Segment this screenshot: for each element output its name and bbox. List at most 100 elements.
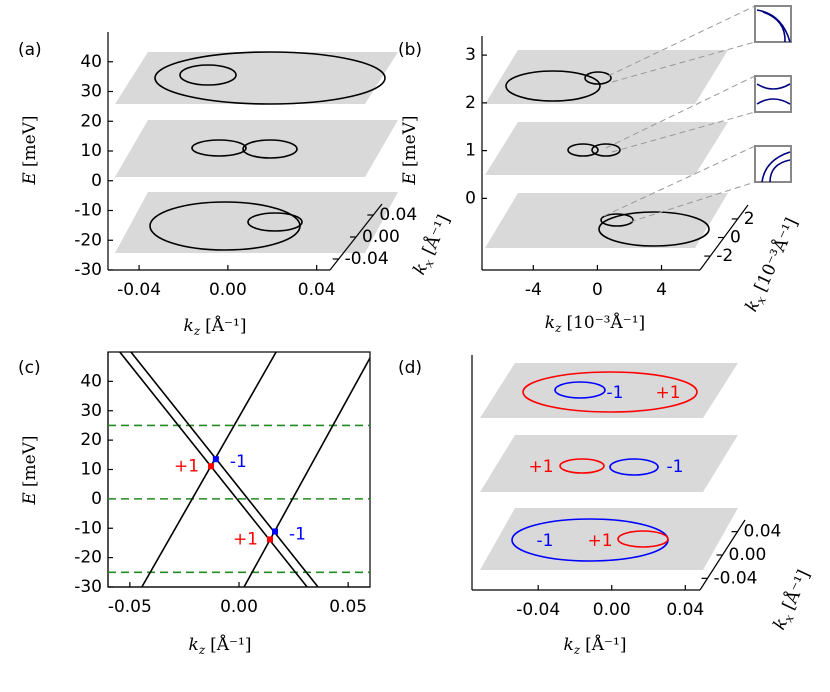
plane [485,50,728,104]
axis-unit: [meV] [400,115,420,167]
contour [598,211,710,247]
axis-symbol: k [564,635,574,655]
chirality-label: +1 [528,457,553,477]
y-tick-label: 2 [465,93,476,113]
kx-tick-label: 2 [744,209,755,229]
y-tick-label: 1 [465,141,476,161]
axis-unit: [meV] [20,115,40,167]
chirality-label: +1 [174,456,199,476]
axis-symbol: E [400,172,420,186]
x-tick-label: -0.05 [108,597,152,617]
axis-unit: [10⁻³Å⁻¹] [566,312,645,333]
y-tick-label: 40 [80,371,102,391]
axis-label: E [meV] [400,115,420,185]
plane [115,52,398,104]
axis-unit: [10⁻³Å⁻¹] [750,214,802,294]
contour [247,212,303,232]
axis-unit: [Å⁻¹] [210,634,251,655]
x-tick-label: 0.04 [666,600,704,620]
y-tick-label: -30 [74,260,102,280]
axis-unit: [Å⁻¹] [418,211,455,257]
y-tick-label: -10 [74,518,102,538]
band-line [119,352,308,587]
contour [191,139,247,157]
y-tick-label: 3 [465,45,476,65]
axis-label: E [meV] [20,435,40,505]
y-tick-label: 20 [80,111,102,131]
chirality-label: -1 [289,524,306,544]
band-line [141,352,277,587]
axis-label: kx[10⁻³Å⁻¹] [740,214,803,315]
y-tick-label: 0 [91,171,102,191]
kx-tick-label: -2 [716,246,733,266]
axis-unit: [Å⁻¹] [585,634,626,655]
chirality-label: -1 [537,531,554,551]
chirality-label: -1 [667,457,684,477]
axis-label: kz [10⁻³Å⁻¹] [545,312,645,335]
y-tick-label: 0 [91,489,102,509]
kx-tick-label: -0.04 [345,249,389,269]
plane [480,363,738,418]
contour [179,64,237,86]
contour [600,213,634,227]
chirality-label: +1 [587,531,612,551]
y-tick-label: 30 [80,401,102,421]
panel-label: (a) [18,40,42,60]
axis-unit: [Å⁻¹] [778,566,815,612]
contour [591,143,621,157]
kx-tick-label: 0.04 [379,205,417,225]
y-tick-label: 40 [80,52,102,72]
insets [603,5,792,223]
axis-symbol: k [189,635,199,655]
axis-label: kx[Å⁻¹] [768,566,816,633]
plane [485,122,728,175]
weyl-point [272,528,279,535]
y-tick-label: -20 [74,230,102,250]
axis-label: E [meV] [20,115,40,185]
contour [242,139,298,159]
x-tick-label: -4 [525,280,542,300]
kx-tick-label: -0.04 [714,568,758,588]
axis-subscript: z [193,324,201,338]
x-tick-label: 0.00 [209,280,247,300]
plane [480,435,738,492]
plane [115,120,398,177]
y-tick-label: -20 [74,548,102,568]
y-tick-label: -10 [74,201,102,221]
axis-symbol: k [184,316,194,336]
x-tick-label: -0.04 [117,280,161,300]
axis-symbol: E [20,492,40,506]
kx-tick-label: 0.04 [744,522,782,542]
panel-label: (c) [18,358,41,378]
chirality-label: -1 [230,452,247,472]
y-tick-label: 10 [80,141,102,161]
x-tick-label: 0.00 [220,597,258,617]
contour [584,71,612,85]
chirality-label: -1 [607,383,624,403]
x-tick-label: 4 [656,280,667,300]
weyl-point [208,463,215,470]
x-tick-label: 0.04 [298,280,336,300]
chirality-label: +1 [655,383,680,403]
axis-label: kz [Å⁻¹] [564,634,627,657]
axis-subscript: z [573,643,581,657]
band-line [243,356,370,587]
contour [154,51,386,105]
kx-tick-label: 0 [730,228,741,248]
plane [115,192,398,253]
contour [505,70,601,102]
axis-symbol: k [545,313,555,333]
axis-symbol: E [20,172,40,186]
y-tick-label: 10 [80,460,102,480]
weyl-point [267,536,274,543]
chirality-label: +1 [233,529,258,549]
axis-unit: [meV] [20,435,40,487]
contour [567,143,599,157]
weyl-point [212,456,219,463]
axis-label: kz [Å⁻¹] [189,634,252,657]
x-tick-label: 0 [592,280,603,300]
axis-subscript: z [554,321,562,335]
kx-tick-label: 0.00 [362,227,400,247]
x-tick-label: 0.05 [329,597,367,617]
